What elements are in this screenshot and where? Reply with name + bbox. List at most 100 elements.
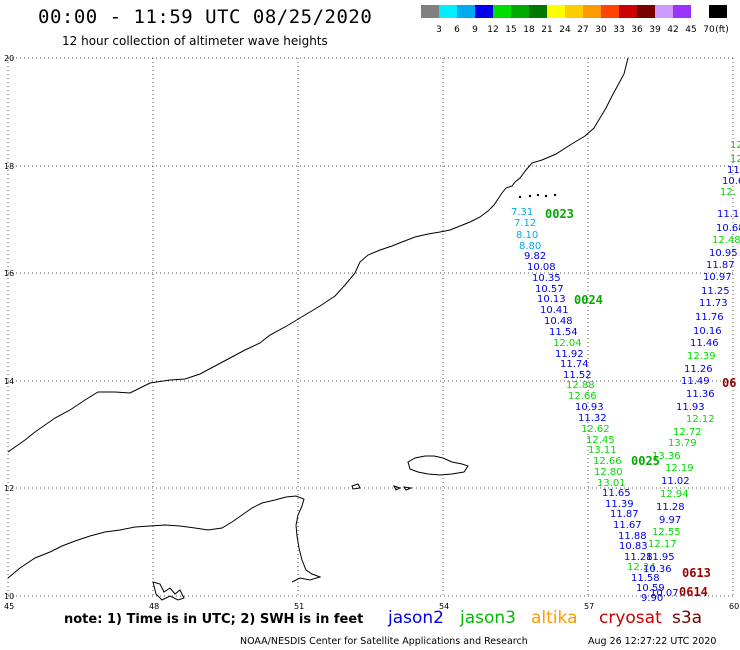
wave-height-value: 11.02 <box>661 476 690 487</box>
wave-height-value: 11.28 <box>624 552 653 563</box>
wave-height-value: 10.59 <box>636 583 665 594</box>
time-labels: 0023 0024 0025 06 0613 0614 <box>545 207 736 599</box>
satellite-legend-item: jason3 <box>460 608 516 628</box>
legend-swatch <box>511 5 529 18</box>
wave-height-value: 10.16 <box>693 326 722 337</box>
legend-label: 70 <box>703 25 715 35</box>
wave-height-value: 12.88 <box>566 380 595 391</box>
legend-label: 39 <box>649 25 661 35</box>
legend-label: 9 <box>472 25 478 35</box>
legend-swatch <box>439 5 457 18</box>
wave-height-value: 12. <box>720 187 736 198</box>
legend-swatch <box>655 5 673 18</box>
wave-height-value: 11.32 <box>578 413 607 424</box>
legend-swatch <box>493 5 511 18</box>
satellite-legend-item: cryosat <box>599 608 662 628</box>
wave-height-value: 11 <box>727 165 740 176</box>
small-islet <box>402 486 413 491</box>
wave-height-value: 11.93 <box>676 402 705 413</box>
wave-height-value: 12.62 <box>581 424 610 435</box>
kuria-muria-islet <box>518 195 522 199</box>
wave-height-value: 9.90 <box>641 593 663 604</box>
satellite-legend-item: jason2 <box>388 608 444 628</box>
wave-height-value: 11.49 <box>681 376 710 387</box>
wave-height-value: 10.93 <box>575 402 604 413</box>
wave-height-value: 11.25 <box>701 286 730 297</box>
lon-tick-label: 51 <box>294 602 304 611</box>
small-islet <box>351 483 361 490</box>
wave-height-value: 11.65 <box>602 488 631 499</box>
wave-height-value: 10.48 <box>544 316 573 327</box>
small-islet <box>152 581 185 601</box>
lat-tick-label: 12 <box>4 484 14 493</box>
wave-height-value: 7.12 <box>514 218 536 229</box>
wave-height-value: 13.11 <box>588 445 617 456</box>
lat-tick-label: 16 <box>4 269 14 278</box>
wave-height-value: 10.07 <box>650 588 679 599</box>
wave-height-value: 10.35 <box>532 273 561 284</box>
time-label: 0024 <box>574 293 603 307</box>
wave-height-value: 12 <box>730 154 740 165</box>
legend-swatch <box>709 5 727 18</box>
wave-height-value: 8.10 <box>516 230 538 241</box>
wave-height-value: 11.58 <box>631 573 660 584</box>
time-label: 0025 <box>631 454 660 468</box>
wave-height-value: 10.08 <box>527 262 556 273</box>
wave-height-value: 12.80 <box>594 467 623 478</box>
kuria-muria-islet <box>553 193 557 197</box>
wave-height-value: 12.66 <box>568 391 597 402</box>
wave-height-value: 10.6 <box>722 176 740 187</box>
wave-height-value: 10.41 <box>540 305 569 316</box>
axis-labels: 45 48 51 54 57 60 20 18 16 14 12 10 <box>4 54 739 611</box>
wave-height-value: 7.31 <box>511 207 533 218</box>
socotra-island <box>407 455 469 476</box>
wave-height-value: 13.01 <box>597 478 626 489</box>
lon-tick-label: 45 <box>4 602 14 611</box>
legend-swatch <box>529 5 547 18</box>
legend-swatch <box>619 5 637 18</box>
map-subtitle: 12 hour collection of altimeter wave hei… <box>62 34 328 48</box>
wave-height-value: 8.80 <box>519 241 541 252</box>
legend-swatch <box>547 5 565 18</box>
wave-height-value: 12.45 <box>586 435 615 446</box>
map-title: 00:00 - 11:59 UTC 08/25/2020 <box>38 6 373 28</box>
legend-swatch <box>637 5 655 18</box>
wave-height-value: 10.13 <box>537 294 566 305</box>
legend-label: 3 <box>436 25 442 35</box>
note-text: note: 1) Time is in UTC; 2) SWH is in fe… <box>64 612 364 627</box>
wave-height-value: 11.74 <box>560 359 589 370</box>
wave-height-value: 12.66 <box>593 456 622 467</box>
wave-height-value: 12.19 <box>665 463 694 474</box>
lat-tick-label: 20 <box>4 54 14 63</box>
kuria-muria-islet <box>544 194 548 198</box>
legend-label: 45 <box>685 25 697 35</box>
legend-swatch <box>421 5 439 18</box>
legend-swatch <box>691 5 709 18</box>
wave-height-value: 11.87 <box>610 509 639 520</box>
lon-tick-label: 48 <box>149 602 159 611</box>
lat-tick-label: 14 <box>4 377 14 386</box>
wave-height-value: 13.36 <box>652 451 681 462</box>
legend-swatch <box>475 5 493 18</box>
lon-tick-label: 57 <box>584 602 594 611</box>
wave-height-value: 10.83 <box>619 541 648 552</box>
somali-coastline <box>7 495 322 583</box>
wave-height-value: 12.39 <box>687 351 716 362</box>
wave-height-value: 10.97 <box>703 272 732 283</box>
wave-height-value: 10.36 <box>643 564 672 575</box>
wave-height-value: 9.82 <box>524 251 546 262</box>
wave-height-value: 11.87 <box>706 260 735 271</box>
time-label: 0613 <box>682 566 711 580</box>
legend-label: 12 <box>487 25 499 35</box>
legend-label: 42 <box>667 25 679 35</box>
legend-label: 6 <box>454 25 460 35</box>
legend-label: 15 <box>505 25 517 35</box>
wave-height-value: 9.97 <box>659 515 681 526</box>
arabian-coastline <box>7 57 629 453</box>
time-label: 0023 <box>545 207 574 221</box>
wave-height-value: 13.79 <box>668 438 697 449</box>
lat-tick-label: 18 <box>4 162 14 171</box>
wave-height-value: 10.95 <box>709 248 738 259</box>
legend-label: 36 <box>631 25 643 35</box>
